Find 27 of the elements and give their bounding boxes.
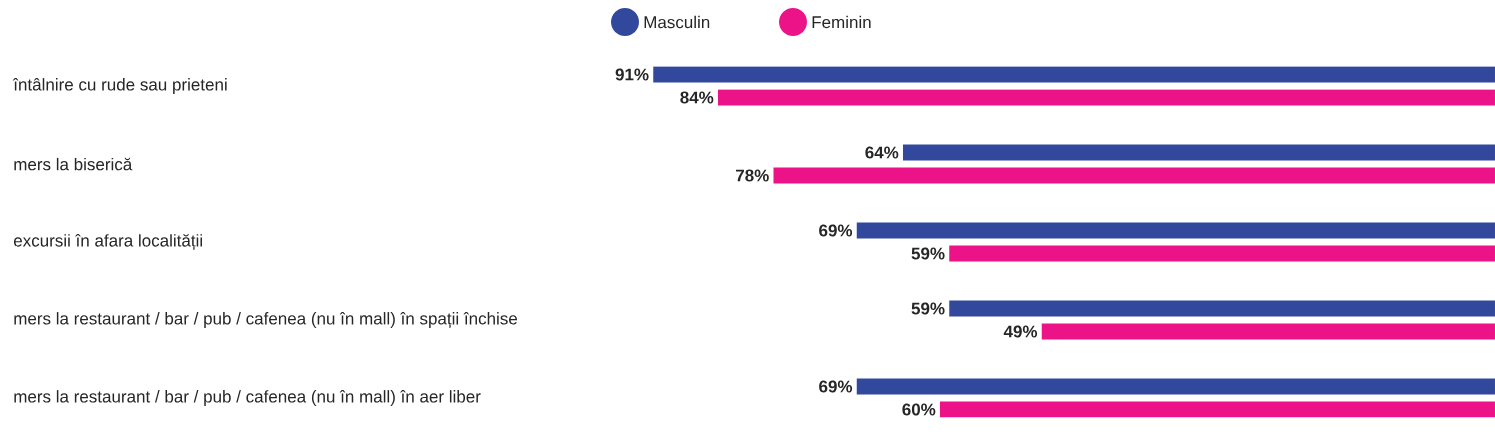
bar — [949, 300, 1495, 317]
data-label: 78% — [736, 169, 769, 182]
data-label: 60% — [902, 403, 936, 416]
data-label: 84% — [680, 91, 714, 104]
bar — [856, 222, 1495, 239]
y-tick-label: excursii în afara localității — [13, 233, 202, 251]
data-label: 69% — [819, 380, 853, 393]
bar — [773, 167, 1495, 184]
bar — [949, 245, 1495, 262]
y-tick-label: mers la restaurant / bar / pub / cafenea (nu în mall) în aer liber — [14, 390, 481, 406]
y-tick-label: mers la restaurant / bar / pub / cafenea (nu în mall) în spații închise — [14, 312, 518, 328]
data-label: 59% — [911, 247, 945, 260]
y-tick-label: mers la biserică — [14, 157, 133, 171]
bar — [1041, 323, 1495, 340]
legend-label: Masculin — [644, 15, 710, 29]
data-label: 59% — [911, 302, 945, 315]
bar — [856, 378, 1495, 395]
bar — [940, 401, 1495, 418]
y-tick-label: întâlnire cu rude sau prieteni — [12, 78, 227, 94]
legend-label: Feminin — [812, 15, 871, 29]
bar — [903, 144, 1495, 161]
data-label: 49% — [1003, 325, 1038, 338]
data-label: 64% — [865, 146, 899, 159]
bar — [653, 66, 1495, 83]
data-label: 91% — [615, 68, 649, 81]
bar — [718, 89, 1495, 106]
data-label: 69% — [819, 224, 853, 237]
